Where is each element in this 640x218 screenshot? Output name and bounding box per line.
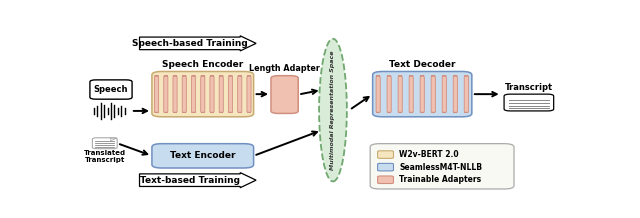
FancyBboxPatch shape — [442, 76, 446, 113]
Text: Speech Encoder: Speech Encoder — [162, 60, 243, 69]
FancyBboxPatch shape — [191, 76, 196, 113]
FancyArrow shape — [140, 173, 256, 188]
FancyBboxPatch shape — [152, 72, 253, 117]
Text: Speech: Speech — [93, 85, 128, 94]
FancyBboxPatch shape — [409, 76, 413, 113]
Text: Text Encoder: Text Encoder — [170, 151, 236, 160]
FancyBboxPatch shape — [90, 80, 132, 99]
FancyBboxPatch shape — [453, 76, 458, 113]
FancyBboxPatch shape — [378, 163, 394, 171]
FancyBboxPatch shape — [152, 144, 253, 168]
Text: Speech-based Training: Speech-based Training — [132, 39, 248, 48]
FancyBboxPatch shape — [431, 76, 435, 113]
FancyBboxPatch shape — [387, 76, 391, 113]
Text: Text Decoder: Text Decoder — [389, 60, 456, 69]
FancyBboxPatch shape — [376, 76, 380, 113]
FancyBboxPatch shape — [228, 76, 232, 113]
FancyBboxPatch shape — [271, 76, 298, 113]
FancyBboxPatch shape — [378, 151, 394, 158]
FancyBboxPatch shape — [219, 76, 223, 113]
FancyBboxPatch shape — [201, 76, 205, 113]
FancyBboxPatch shape — [182, 76, 186, 113]
FancyBboxPatch shape — [370, 144, 514, 189]
FancyArrow shape — [140, 36, 256, 51]
FancyBboxPatch shape — [504, 94, 554, 111]
Text: Transcript: Transcript — [505, 83, 553, 92]
FancyBboxPatch shape — [378, 176, 394, 184]
Text: Length Adapter: Length Adapter — [249, 64, 320, 73]
FancyBboxPatch shape — [164, 76, 168, 113]
FancyBboxPatch shape — [154, 76, 159, 113]
Text: SeamlessM4T-NLLB: SeamlessM4T-NLLB — [399, 163, 483, 172]
Text: Trainable Adapters: Trainable Adapters — [399, 175, 481, 184]
FancyBboxPatch shape — [247, 76, 251, 113]
FancyBboxPatch shape — [420, 76, 424, 113]
FancyBboxPatch shape — [237, 76, 242, 113]
Text: Text-based Training: Text-based Training — [140, 176, 240, 185]
Text: Translated
Transcript: Translated Transcript — [84, 150, 126, 163]
FancyBboxPatch shape — [210, 76, 214, 113]
FancyBboxPatch shape — [92, 138, 117, 149]
Text: Multimodal Representation Space: Multimodal Representation Space — [330, 50, 335, 170]
FancyBboxPatch shape — [464, 76, 468, 113]
Ellipse shape — [319, 39, 347, 181]
FancyBboxPatch shape — [173, 76, 177, 113]
FancyBboxPatch shape — [398, 76, 403, 113]
Text: W2v-BERT 2.0: W2v-BERT 2.0 — [399, 150, 459, 159]
FancyBboxPatch shape — [372, 72, 472, 117]
